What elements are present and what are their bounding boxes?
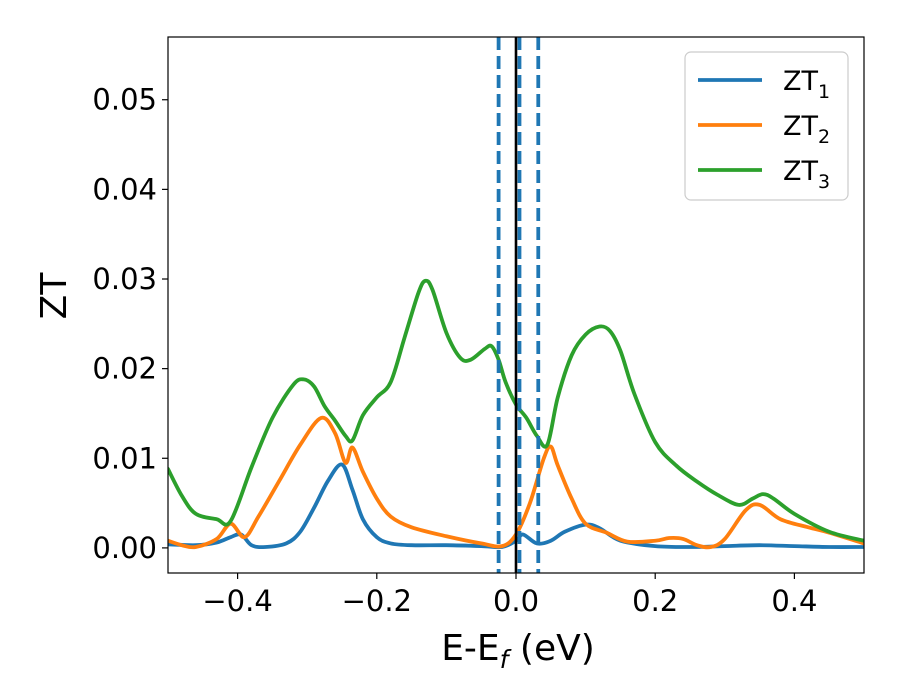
x-tick-label: 0.0 xyxy=(493,584,539,618)
series-line-zt1 xyxy=(168,462,864,550)
x-tick-label: 0.2 xyxy=(632,584,678,618)
x-tick-label: 0.4 xyxy=(771,584,817,618)
x-tick-label: −0.4 xyxy=(202,584,272,618)
x-tick-label: −0.2 xyxy=(342,584,412,618)
x-axis-ticks: −0.4 −0.2 0.0 0.2 0.4 xyxy=(202,573,817,618)
y-tick-label: 0.05 xyxy=(92,83,157,117)
y-axis-label: ZT xyxy=(34,272,75,320)
legend-label-zt1: ZT1 xyxy=(783,66,830,103)
legend-label-zt3: ZT3 xyxy=(783,156,830,193)
legend-label-zt2: ZT2 xyxy=(783,111,830,148)
legend-box xyxy=(684,51,849,201)
y-tick-label: 0.03 xyxy=(92,262,157,296)
y-tick-label: 0.00 xyxy=(92,531,157,565)
y-tick-label: 0.01 xyxy=(92,441,157,475)
legend: ZT1 ZT2 ZT3 xyxy=(684,51,849,201)
y-tick-label: 0.02 xyxy=(92,352,157,386)
y-axis-ticks: 0.00 0.01 0.02 0.03 0.04 0.05 xyxy=(92,83,168,565)
y-tick-label: 0.04 xyxy=(92,172,157,206)
x-axis-label: E-Ef (eV) xyxy=(441,628,595,674)
vline-layer xyxy=(496,37,541,573)
series-line-zt3 xyxy=(168,278,864,543)
